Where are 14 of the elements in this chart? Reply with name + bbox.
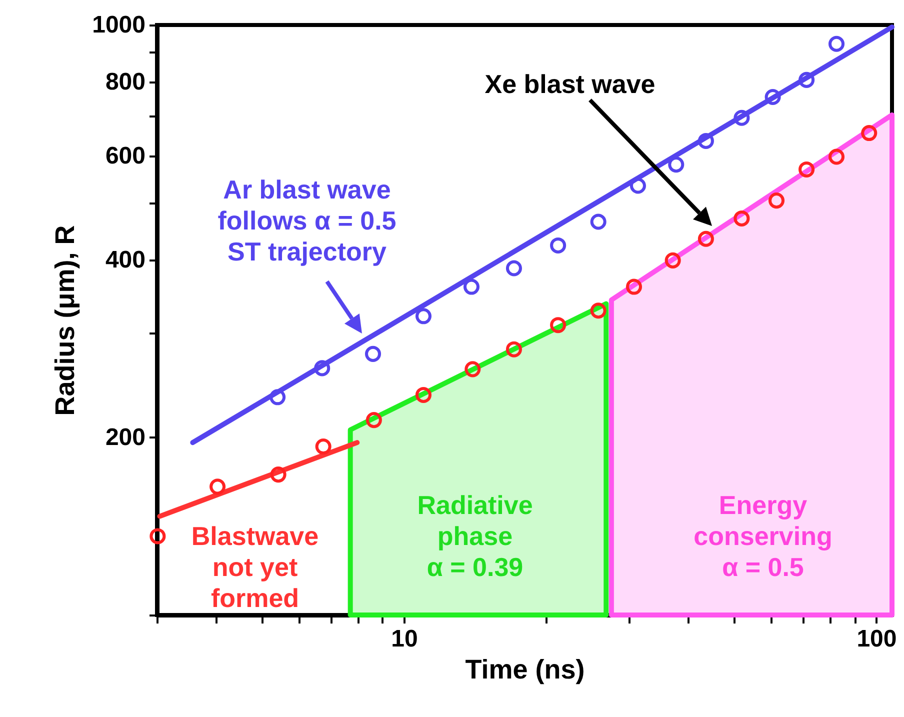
annotation: Ar blast wave follows α = 0.5 ST trajectory: [218, 174, 396, 266]
annotation: Radiative phase α = 0.39: [417, 490, 533, 582]
y-tick-label: 400: [105, 246, 146, 274]
y-axis-title: Radius (μm), R: [50, 225, 80, 416]
annotation: Blastwave not yet formed: [191, 521, 319, 613]
x-tick-label: 100: [856, 626, 897, 652]
x-tick-label: 10: [391, 626, 418, 652]
y-tick-label: 200: [105, 424, 146, 451]
x-axis-title: Time (ns): [465, 654, 585, 684]
annotation: Energy conserving α = 0.5: [694, 490, 832, 582]
y-tick-label: 800: [105, 68, 146, 96]
annotation: Xe blast wave: [484, 69, 656, 99]
y-tick-label: 600: [105, 142, 146, 170]
y-tick-label: 1000: [92, 12, 146, 38]
